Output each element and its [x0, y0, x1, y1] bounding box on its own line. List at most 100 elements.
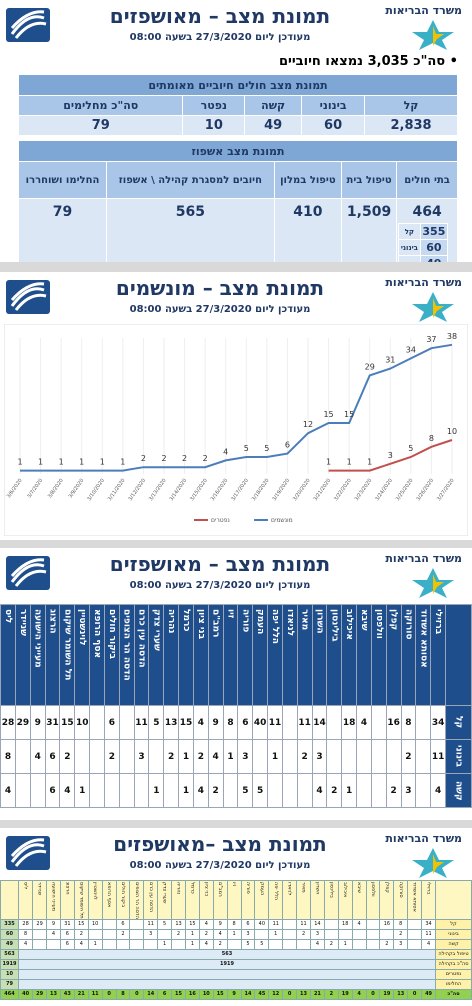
hospital-name: אסף הרופא [106, 882, 113, 908]
cell-value: 4 [17, 938, 34, 950]
cell-value: 3 [133, 739, 150, 774]
slide-title: תמונת מצב – מונשמים [115, 276, 325, 300]
cell-value: 13 [296, 988, 311, 1000]
sheet-row: טיפול בקהילה 563 563 [0, 948, 472, 960]
cell-value: 4 [0, 773, 16, 808]
cell-value: 40 [252, 705, 269, 740]
hospital-cell: תל השומר שיקום [73, 880, 89, 920]
cell-value: 9 [226, 988, 242, 1000]
hospital-cell: בני ציון [198, 880, 214, 920]
cell-value [415, 773, 432, 808]
hospital-name: ליס [22, 882, 29, 890]
data-label: 2 [141, 454, 146, 463]
hospital-cell: ביקור חולים [103, 604, 120, 706]
cell-value: 4 [29, 739, 46, 774]
cell-value: 6 [103, 705, 120, 740]
cell-value [407, 938, 423, 950]
hospital-name: איכילוב [344, 609, 355, 640]
cell-value: 1 [267, 739, 283, 774]
cell-value [129, 918, 145, 930]
cell-value: 2 [212, 938, 228, 950]
cell-value: 4 [430, 773, 446, 808]
data-label: 15 [323, 410, 333, 419]
spreadsheet-table: ברזילי אסותא אשדוד סורוקה קפלן וולפסון שיבא אי… [0, 880, 472, 1000]
cell-value [118, 705, 135, 740]
cell-value: 2 [385, 773, 402, 808]
corner-cell [435, 880, 472, 920]
cell-value: 1 [74, 773, 91, 808]
cell-value: 4 [309, 938, 325, 950]
cell-value: 4 [73, 938, 89, 950]
hospital-cell: ליס [17, 880, 34, 920]
cell-value: 4 [46, 928, 61, 940]
cell-value [89, 739, 105, 774]
cell-value: 1 [337, 938, 353, 950]
cell-value [129, 938, 145, 950]
hospital-cell: השרון [309, 880, 325, 920]
hospital-cell: איכילוב [341, 604, 358, 706]
data-label: 1 [120, 458, 125, 467]
row-label: קל [453, 716, 464, 729]
hospital-cell: שניידר [32, 880, 48, 920]
cell-value [32, 938, 48, 950]
column-header: טיפול במלון [273, 161, 342, 199]
hospital-cell: קפלן [385, 604, 402, 706]
cell-value: 13 [46, 988, 61, 1000]
cell-value [46, 938, 61, 950]
severity-row: קל 34 8 16 4 18 14 11 11 40 6 8 9 4 15 13 5 11 6 10 15 31 9 29 2… [0, 705, 472, 740]
cell-value: 6 [44, 773, 61, 808]
cell-value [356, 739, 372, 774]
cell-value: 79 [17, 115, 184, 136]
data-label: 31 [385, 356, 395, 365]
cell-value [326, 705, 343, 740]
cell-value [89, 705, 105, 740]
cell-value [103, 773, 120, 808]
hospital-cell: אסף הרופא [89, 604, 105, 706]
cell-value [281, 773, 298, 808]
cell-value [323, 918, 339, 930]
cell-value: 8 [17, 928, 34, 940]
value-row: 464 355קל60בינוני49קשה 1,509 410 565 79 [17, 198, 458, 262]
hospital-name: אסותא אשדוד [418, 609, 429, 668]
data-label: 6 [285, 441, 290, 450]
data-label: 2 [182, 454, 187, 463]
hospital-name: נהריה [166, 609, 177, 634]
hospital-name: השרון [314, 609, 325, 634]
cell-value: 18 [337, 918, 353, 930]
corner-cell [0, 880, 19, 920]
cell-value: 1 [184, 928, 200, 940]
cell-value: 9 [46, 918, 61, 930]
hospital-cell: איכילוב [337, 880, 353, 920]
slide-header: תמונת מצב – מאושפזים מעודכן ליום 27/3/20… [0, 548, 472, 600]
hospital-cell: שיבא [351, 880, 367, 920]
breakdown-value: 60 [419, 239, 449, 256]
row-label-cell: בינוני [445, 739, 472, 774]
breakdown-row: 49קשה [398, 255, 449, 262]
cell-value: 0 [407, 988, 423, 1000]
cell-value: 49 [421, 988, 436, 1000]
cell-value: 4 [198, 938, 214, 950]
cell-value: 43 [59, 988, 75, 1000]
hospital-name: כרמל [181, 609, 192, 632]
cell-value: 11 [296, 918, 311, 930]
hospital-name: סורוקה [397, 882, 404, 898]
cell-value: 2 [379, 938, 395, 950]
hospital-name: בני ציון [195, 609, 206, 640]
row-label: החלימו [435, 978, 472, 990]
cell-value: 15 [171, 988, 186, 1000]
cell-value [14, 739, 31, 774]
hospital-name: לוינשטיין [92, 882, 99, 900]
logo [6, 836, 50, 870]
hospital-name: בני ציון [203, 882, 210, 897]
data-label: 1 [326, 458, 331, 467]
cell-value: 6 [115, 918, 131, 930]
cell-value: 8 [400, 705, 417, 740]
sheet-row: סה"כ 49 0 13 19 0 4 19 2 21 13 0 12 45 14 9 15 10 16 15 6 14 0… [0, 988, 472, 1000]
row-label: נפטרים [435, 968, 472, 980]
cell-value: 8 [115, 988, 131, 1000]
cell-value: 2 [198, 928, 214, 940]
hospital-cell: שערי צדק [148, 604, 165, 706]
cell-value: 16 [385, 705, 402, 740]
hospital-name: ליס [3, 609, 13, 624]
cell-value: 1 [268, 928, 284, 940]
